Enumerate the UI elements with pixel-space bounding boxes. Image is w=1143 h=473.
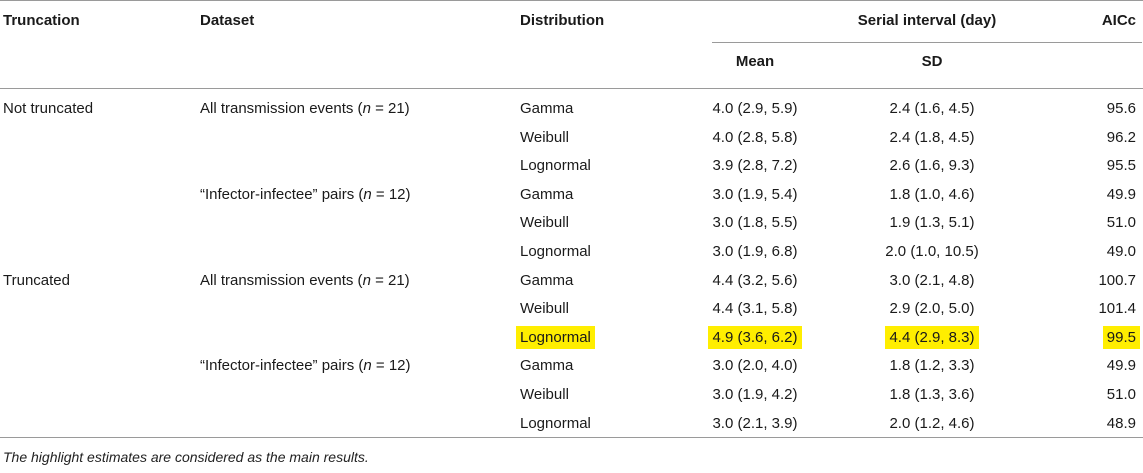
mean-cell: 4.0 (2.9, 5.9) bbox=[712, 100, 798, 117]
distribution-cell: Gamma bbox=[520, 272, 574, 289]
serial-interval-rule bbox=[712, 42, 1142, 43]
aicc-cell: 51.0 bbox=[1106, 386, 1136, 403]
aicc-cell: 100.7 bbox=[1098, 272, 1136, 289]
dataset-label: “Infector-infectee” pairs (n = 12) bbox=[200, 357, 411, 374]
aicc-cell: 49.9 bbox=[1106, 357, 1136, 374]
mean-cell: 3.0 (2.0, 4.0) bbox=[712, 357, 798, 374]
sd-cell: 2.6 (1.6, 9.3) bbox=[889, 157, 975, 174]
sd-cell: 3.0 (2.1, 4.8) bbox=[889, 272, 975, 289]
header-mean: Mean bbox=[735, 53, 775, 70]
header-serial-interval: Serial interval (day) bbox=[857, 12, 997, 29]
sd-cell: 1.8 (1.2, 3.3) bbox=[889, 357, 975, 374]
sd-cell: 1.9 (1.3, 5.1) bbox=[889, 214, 975, 231]
table-footnote: The highlight estimates are considered a… bbox=[3, 449, 369, 465]
distribution-cell: Weibull bbox=[520, 129, 569, 146]
mean-cell: 4.0 (2.8, 5.8) bbox=[712, 129, 798, 146]
aicc-cell: 49.0 bbox=[1106, 243, 1136, 260]
aicc-cell: 51.0 bbox=[1106, 214, 1136, 231]
table-bottom-rule bbox=[0, 437, 1143, 438]
truncation-label: Not truncated bbox=[3, 100, 94, 117]
aicc-cell: 48.9 bbox=[1106, 415, 1136, 432]
mean-cell: 3.9 (2.8, 7.2) bbox=[712, 157, 798, 174]
truncation-label: Truncated bbox=[3, 272, 70, 289]
dataset-label: “Infector-infectee” pairs (n = 12) bbox=[200, 186, 411, 203]
mean-cell: 3.0 (1.9, 6.8) bbox=[712, 243, 798, 260]
distribution-cell: Lognormal bbox=[520, 157, 591, 174]
aicc-cell: 99.5 bbox=[1000, 326, 1140, 349]
aicc-cell: 95.6 bbox=[1106, 100, 1136, 117]
header-aicc: AICc bbox=[1101, 12, 1136, 29]
mean-cell: 4.4 (3.1, 5.8) bbox=[712, 300, 798, 317]
distribution-cell: Gamma bbox=[520, 357, 574, 374]
distribution-cell: Weibull bbox=[520, 386, 569, 403]
distribution-cell: Weibull bbox=[520, 300, 569, 317]
sd-cell: 1.8 (1.3, 3.6) bbox=[889, 386, 975, 403]
mean-cell: 3.0 (1.9, 5.4) bbox=[712, 186, 798, 203]
mean-cell: 3.0 (1.9, 4.2) bbox=[712, 386, 798, 403]
header-distribution: Distribution bbox=[520, 12, 605, 29]
mean-cell: 3.0 (1.8, 5.5) bbox=[712, 214, 798, 231]
mean-cell: 4.4 (3.2, 5.6) bbox=[712, 272, 798, 289]
table-top-rule bbox=[0, 0, 1143, 1]
header-bottom-rule bbox=[0, 88, 1143, 89]
dataset-label: All transmission events (n = 21) bbox=[200, 100, 410, 117]
header-dataset: Dataset bbox=[200, 12, 255, 29]
dataset-label: All transmission events (n = 21) bbox=[200, 272, 410, 289]
sd-cell: 2.4 (1.6, 4.5) bbox=[889, 100, 975, 117]
aicc-cell: 96.2 bbox=[1106, 129, 1136, 146]
sd-cell: 1.8 (1.0, 4.6) bbox=[889, 186, 975, 203]
aicc-cell: 49.9 bbox=[1106, 186, 1136, 203]
sd-cell: 2.0 (1.2, 4.6) bbox=[889, 415, 975, 432]
aicc-cell: 101.4 bbox=[1098, 300, 1136, 317]
distribution-cell: Gamma bbox=[520, 100, 574, 117]
distribution-cell: Lognormal bbox=[520, 415, 591, 432]
aicc-cell: 95.5 bbox=[1106, 157, 1136, 174]
distribution-cell: Weibull bbox=[520, 214, 569, 231]
distribution-cell: Gamma bbox=[520, 186, 574, 203]
header-sd: SD bbox=[921, 53, 943, 70]
mean-cell: 4.9 (3.6, 6.2) bbox=[665, 326, 845, 349]
sd-cell: 4.4 (2.9, 8.3) bbox=[842, 326, 1022, 349]
sd-cell: 2.0 (1.0, 10.5) bbox=[885, 243, 979, 260]
distribution-cell: Lognormal bbox=[520, 243, 591, 260]
sd-cell: 2.4 (1.8, 4.5) bbox=[889, 129, 975, 146]
header-truncation: Truncation bbox=[3, 12, 80, 29]
mean-cell: 3.0 (2.1, 3.9) bbox=[712, 415, 798, 432]
distribution-cell: Lognormal bbox=[516, 326, 595, 349]
sd-cell: 2.9 (2.0, 5.0) bbox=[889, 300, 975, 317]
